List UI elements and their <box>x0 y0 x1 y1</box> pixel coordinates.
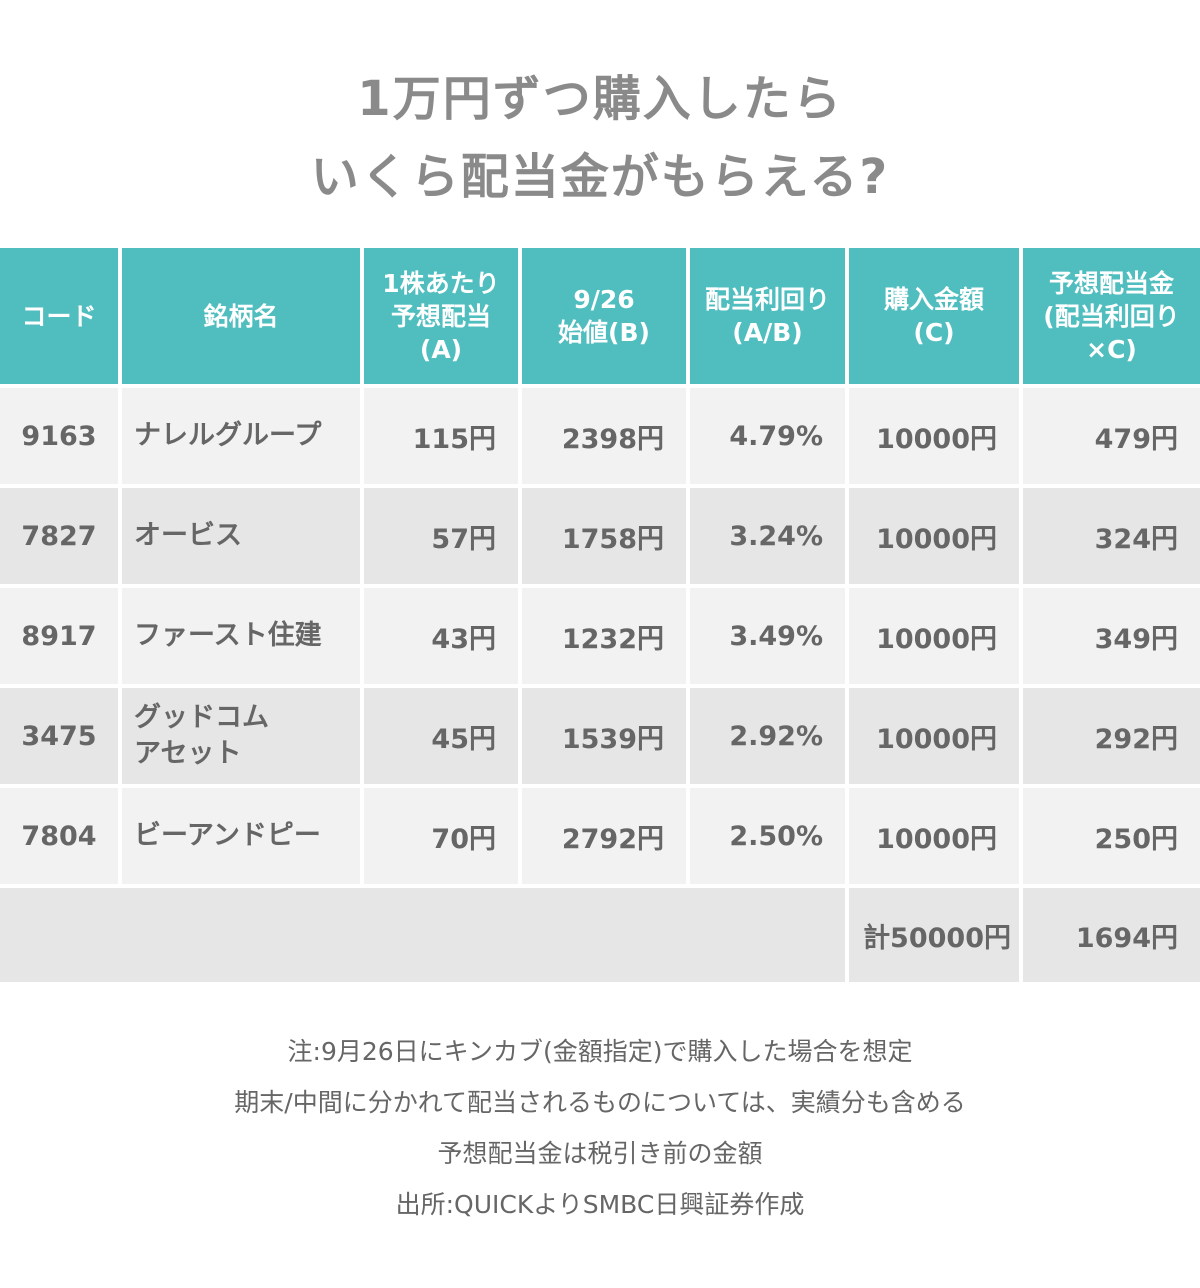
cell-expected: 324円 <box>1023 488 1200 588</box>
header-purchase-line-1: 購入金額 <box>883 285 984 314</box>
cell-dividend: 57円 <box>364 488 522 588</box>
cell-yield: 3.24% <box>690 488 849 588</box>
cell-expected: 250円 <box>1023 788 1200 888</box>
table-row: 9163 ナレルグループ 115円 2398円 4.79% 10000円 479… <box>0 388 1200 488</box>
cell-purchase: 10000円 <box>849 388 1023 488</box>
table-header-row: コード 銘柄名 1株あたり 予想配当 (A) 9/26 始値(B) 配当利回り … <box>0 248 1200 388</box>
footnotes: 注:9月26日にキンカブ(金額指定)で購入した場合を想定 期末/中間に分かれて配… <box>0 1026 1200 1230</box>
footnote-source: 出所:QUICKよりSMBC日興証券作成 <box>395 1190 805 1219</box>
page-title: 1万円ずつ購入したら いくら配当金がもらえる? <box>0 60 1200 216</box>
footnote: 予想配当金は税引き前の金額 <box>437 1139 763 1168</box>
header-open-line-2: 始値(B) <box>558 318 650 347</box>
cell-name: ナレルグループ <box>122 388 364 488</box>
header-expected-line-3: ×C) <box>1086 334 1137 364</box>
cell-dividend: 70円 <box>364 788 522 888</box>
header-yield: 配当利回り (A/B) <box>690 248 849 388</box>
header-purchase: 購入金額 (C) <box>849 248 1023 388</box>
title-line-2: いくら配当金がもらえる? <box>310 149 890 205</box>
cell-purchase: 10000円 <box>849 588 1023 688</box>
footnote: 注:9月26日にキンカブ(金額指定)で購入した場合を想定 <box>287 1037 913 1066</box>
header-purchase-line-2: (C) <box>913 318 955 347</box>
title-line-1: 1万円ずつ購入したら <box>357 71 843 127</box>
cell-open-price: 2398円 <box>522 388 690 488</box>
table-total-row: 計50000円 1694円 <box>0 888 1200 986</box>
header-yield-line-2: (A/B) <box>732 318 803 347</box>
cell-code: 3475 <box>0 688 122 788</box>
table-row: 7827 オービス 57円 1758円 3.24% 10000円 324円 <box>0 488 1200 588</box>
cell-dividend: 45円 <box>364 688 522 788</box>
cell-expected: 292円 <box>1023 688 1200 788</box>
cell-code: 7804 <box>0 788 122 888</box>
cell-code: 7827 <box>0 488 122 588</box>
cell-dividend: 43円 <box>364 588 522 688</box>
header-yield-line-1: 配当利回り <box>704 285 830 314</box>
cell-purchase: 10000円 <box>849 788 1023 888</box>
header-name-label: 銘柄名 <box>203 301 279 331</box>
cell-open-price: 1539円 <box>522 688 690 788</box>
header-expected: 予想配当金 (配当利回り ×C) <box>1023 248 1200 388</box>
header-open-price: 9/26 始値(B) <box>522 248 690 388</box>
cell-name: ビーアンドピー <box>122 788 364 888</box>
cell-name: グッドコム アセット <box>122 688 364 788</box>
cell-yield: 2.92% <box>690 688 849 788</box>
header-name: 銘柄名 <box>122 248 364 388</box>
cell-code: 9163 <box>0 388 122 488</box>
cell-purchase: 10000円 <box>849 488 1023 588</box>
cell-open-price: 2792円 <box>522 788 690 888</box>
header-code-label: コード <box>21 301 97 331</box>
total-blank-cell <box>0 888 849 986</box>
header-expected-line-2: (配当利回り <box>1043 301 1180 331</box>
cell-yield: 4.79% <box>690 388 849 488</box>
total-expected: 1694円 <box>1023 888 1200 986</box>
cell-code: 8917 <box>0 588 122 688</box>
cell-name: オービス <box>122 488 364 588</box>
header-dividend-line-3: (A) <box>419 334 463 364</box>
footnote: 期末/中間に分かれて配当されるものについては、実績分も含める <box>234 1088 966 1117</box>
cell-expected: 349円 <box>1023 588 1200 688</box>
cell-expected: 479円 <box>1023 388 1200 488</box>
header-dividend-line-1: 1株あたり <box>382 268 500 298</box>
header-open-line-1: 9/26 <box>573 285 635 314</box>
cell-dividend: 115円 <box>364 388 522 488</box>
total-purchase: 計50000円 <box>849 888 1023 986</box>
dividend-table: コード 銘柄名 1株あたり 予想配当 (A) 9/26 始値(B) 配当利回り … <box>0 248 1200 986</box>
table-row: 7804 ビーアンドピー 70円 2792円 2.50% 10000円 250円 <box>0 788 1200 888</box>
header-expected-line-1: 予想配当金 <box>1048 268 1174 298</box>
table-row: 8917 ファースト住建 43円 1232円 3.49% 10000円 349円 <box>0 588 1200 688</box>
header-dividend: 1株あたり 予想配当 (A) <box>364 248 522 388</box>
cell-open-price: 1758円 <box>522 488 690 588</box>
cell-yield: 3.49% <box>690 588 849 688</box>
cell-open-price: 1232円 <box>522 588 690 688</box>
table-row: 3475 グッドコム アセット 45円 1539円 2.92% 10000円 2… <box>0 688 1200 788</box>
cell-name: ファースト住建 <box>122 588 364 688</box>
header-code: コード <box>0 248 122 388</box>
header-dividend-line-2: 予想配当 <box>390 301 491 331</box>
cell-yield: 2.50% <box>690 788 849 888</box>
cell-purchase: 10000円 <box>849 688 1023 788</box>
